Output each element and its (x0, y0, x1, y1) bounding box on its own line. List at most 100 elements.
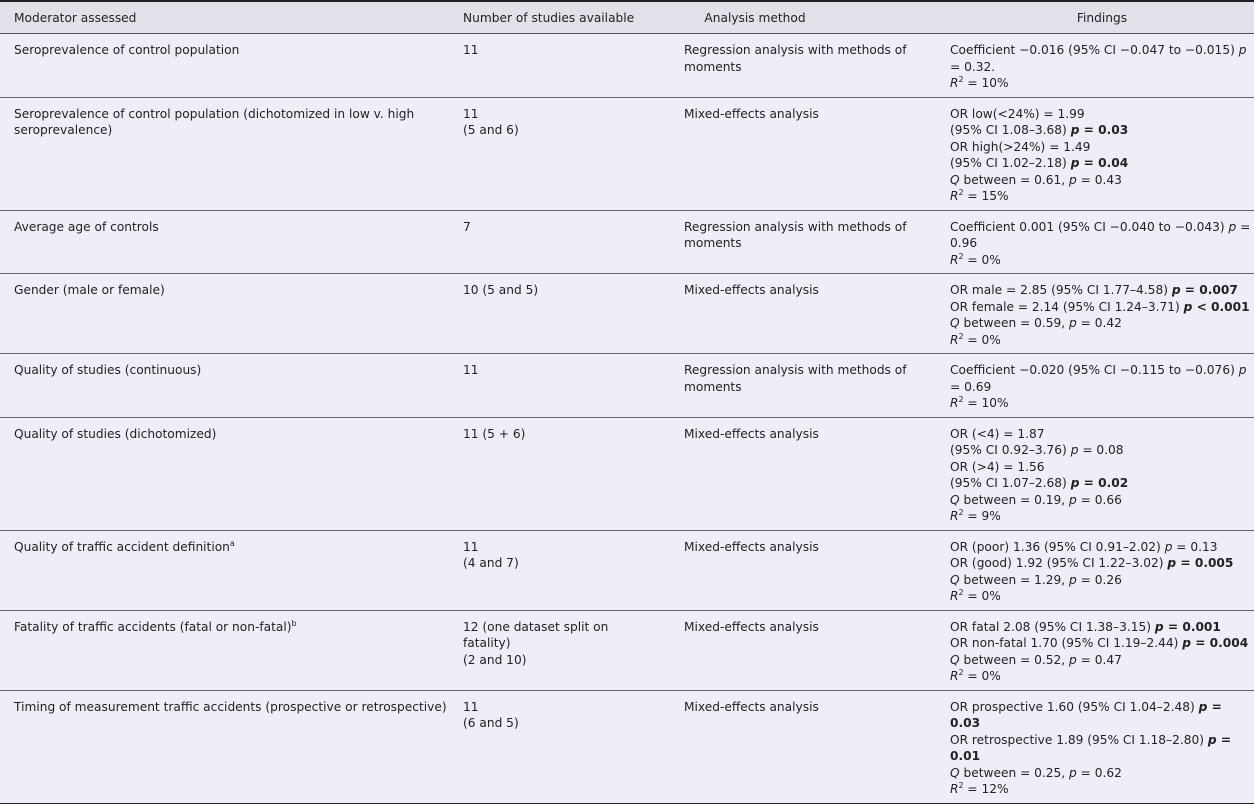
moderator-cell: Seroprevalence of control population (di… (0, 97, 449, 211)
findings-segment: < 0.001 (1192, 299, 1250, 314)
findings-line: 0.01 (950, 748, 1254, 765)
studies-cell: 11 (5 and 6) (449, 97, 670, 211)
findings-segment: = 0.005 (1176, 556, 1234, 570)
findings-line: (95% CI 1.02–2.18) p = 0.04 (950, 155, 1254, 172)
findings-line: = 0.32. (950, 59, 1254, 76)
table-row: Quality of studies (dichotomized) 11 (5 +… (0, 417, 1254, 531)
method-text: Mixed-effects analysis (684, 539, 819, 554)
table-row: Average age of controls 7 Regression analy… (0, 210, 1254, 274)
method-text: Mixed-effects analysis (684, 619, 819, 634)
findings-cell: OR (poor) 1.36 (95% CI 0.91–2.02) p = 0.… (950, 530, 1254, 611)
findings-cell: Coefficient −0.016 (95% CI −0.047 to −0.… (950, 33, 1254, 98)
findings-segment: p (1070, 156, 1080, 170)
moderator-cell: Fatality of traffic accidents (fatal or … (0, 610, 449, 691)
findings-segment: p (1069, 572, 1077, 587)
findings-line: Q between = 1.29, p = 0.26 (950, 572, 1254, 589)
method-cell: Regression analysis with methods of mome… (670, 210, 950, 274)
studies-line: 11 (463, 539, 479, 554)
studies-cell: 11 (5 + 6) (449, 417, 670, 531)
findings-segment: p (1069, 316, 1077, 330)
findings-segment: p (1167, 556, 1177, 570)
findings-segment: R (950, 509, 959, 523)
findings-segment: (95% CI 1.07–2.68) (950, 476, 1071, 490)
findings-segment: 0.96 (950, 236, 978, 250)
findings-segment: 2 (958, 587, 964, 597)
method-cell: Mixed-effects analysis (670, 610, 950, 691)
findings-segment: 2 (958, 187, 964, 197)
findings-segment: p (1070, 476, 1080, 490)
findings-cell: OR fatal 2.08 (95% CI 1.38–3.15) p = 0.0… (950, 610, 1254, 691)
findings-segment: = 0.13 (1172, 539, 1218, 554)
findings-line: OR high(>24%) = 1.49 (950, 139, 1254, 156)
findings-segment: Q (950, 492, 960, 507)
findings-line: OR (poor) 1.36 (95% CI 0.91–2.02) p = 0.… (950, 539, 1254, 556)
moderator-cell: Quality of traffic accident definitiona (0, 530, 449, 611)
moderator-text: Gender (male or female) (14, 283, 165, 297)
findings-line: Q between = 0.59, p = 0.42 (950, 315, 1254, 332)
findings-line: (95% CI 0.92–3.76) p = 0.08 (950, 442, 1254, 459)
findings-cell: OR prospective 1.60 (95% CI 1.04–2.48) p… (950, 690, 1254, 804)
findings-segment: p (1070, 123, 1080, 137)
header-moderator: Moderator assessed (0, 1, 449, 34)
findings-cell: OR male = 2.85 (95% CI 1.77–4.58) p = 0.… (950, 273, 1254, 354)
findings-line: R2 = 0% (950, 588, 1254, 605)
moderator-text: Timing of measurement traffic accidents … (14, 699, 447, 714)
moderator-text: Quality of studies (dichotomized) (14, 426, 217, 441)
studies-line: 11 (463, 106, 479, 121)
studies-line: 7 (463, 219, 471, 234)
findings-segment: between = 0.52, (959, 652, 1070, 667)
studies-cell: 10 (5 and 5) (449, 273, 670, 354)
moderator-cell: Average age of controls (0, 210, 449, 274)
findings-segment: p (1164, 539, 1173, 554)
header-findings: Findings (950, 1, 1254, 34)
findings-segment: between = 0.61, (959, 172, 1070, 187)
findings-line: R2 = 9% (950, 508, 1254, 525)
studies-line: (5 and 6) (463, 123, 519, 137)
studies-line: (6 and 5) (463, 716, 519, 730)
findings-line: Q between = 0.25, p = 0.62 (950, 765, 1254, 782)
findings-segment: (95% CI 0.92–3.76) (950, 443, 1071, 457)
findings-line: OR (good) 1.92 (95% CI 1.22–3.02) p = 0.… (950, 555, 1254, 572)
findings-segment: p (1154, 619, 1164, 634)
findings-line: R2 = 12% (950, 781, 1254, 798)
findings-line: R2 = 0% (950, 668, 1254, 685)
moderator-text: Quality of studies (continuous) (14, 363, 202, 377)
studies-line: 11 (463, 363, 479, 377)
studies-line: 12 (one dataset split on (463, 619, 609, 634)
method-cell: Regression analysis with methods of mome… (670, 353, 950, 418)
findings-line: OR non-fatal 1.70 (95% CI 1.19–2.44) p =… (950, 635, 1254, 652)
findings-segment: between = 0.59, (959, 316, 1070, 330)
method-cell: Mixed-effects analysis (670, 690, 950, 804)
findings-line: R2 = 0% (950, 252, 1254, 269)
findings-segment: = 0.007 (1180, 283, 1238, 297)
findings-segment: (95% CI 1.08–3.68) (950, 123, 1071, 137)
findings-line: 0.96 (950, 235, 1254, 252)
method-text: Mixed-effects analysis (684, 283, 819, 297)
findings-segment: 2 (958, 394, 964, 404)
findings-segment: p (1238, 43, 1247, 57)
findings-segment: = 0.69 (950, 379, 992, 394)
table-row: Quality of studies (continuous) 11 Regress… (0, 353, 1254, 418)
findings-segment: OR male = 2.85 (95% CI 1.77–4.58) (950, 283, 1172, 297)
findings-segment: Q (950, 572, 960, 587)
studies-line: 11 (463, 699, 479, 714)
findings-segment: = 0.43 (1076, 172, 1122, 187)
findings-segment: p (1183, 299, 1193, 314)
method-cell: Mixed-effects analysis (670, 97, 950, 211)
findings-segment: 0.01 (950, 749, 981, 763)
findings-segment: OR high(>24%) = 1.49 (950, 139, 1091, 154)
moderator-text: Average age of controls (14, 219, 159, 234)
findings-line: Q between = 0.19, p = 0.66 (950, 492, 1254, 509)
findings-line: = 0.69 (950, 379, 1254, 396)
findings-segment: Coefficient 0.001 (95% CI −0.040 to −0.0… (950, 219, 1229, 234)
findings-line: Coefficient −0.020 (95% CI −0.115 to −0.… (950, 362, 1254, 379)
findings-line: OR male = 2.85 (95% CI 1.77–4.58) p = 0.… (950, 282, 1254, 299)
findings-segment: = 0.47 (1076, 652, 1122, 667)
studies-line: 10 (5 and 5) (463, 283, 539, 297)
findings-segment: = 0.42 (1076, 316, 1122, 330)
method-cell: Mixed-effects analysis (670, 417, 950, 531)
findings-segment: R (950, 76, 959, 90)
moderator-text: Seroprevalence of control population (di… (14, 106, 415, 138)
studies-line: 11 (463, 43, 479, 57)
findings-segment: (95% CI 1.02–2.18) (950, 156, 1071, 170)
